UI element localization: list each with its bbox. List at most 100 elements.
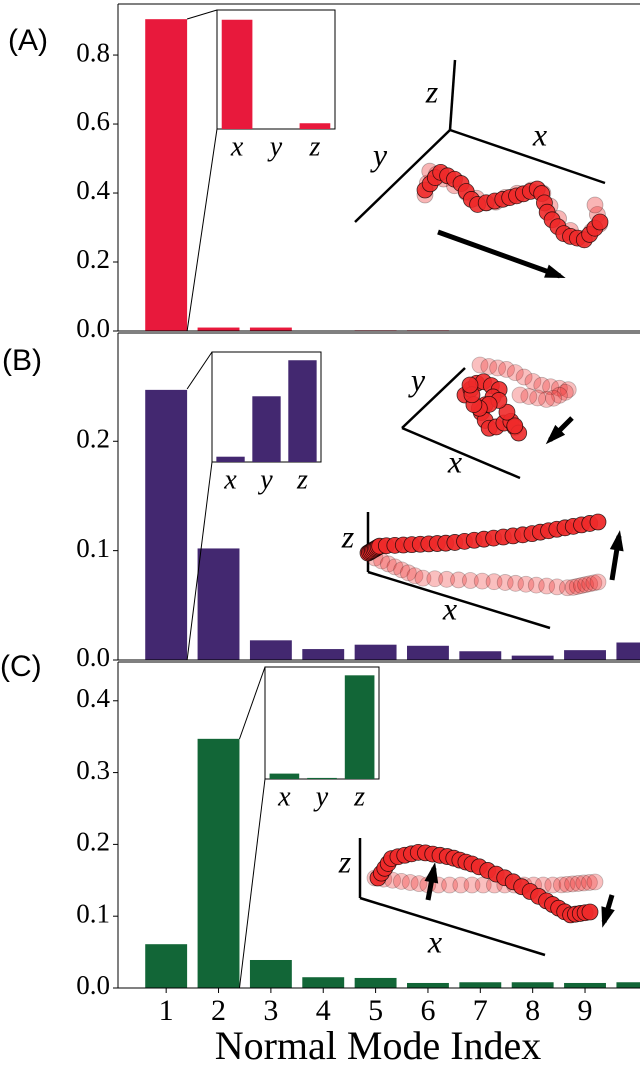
x-tick-label: 2: [211, 994, 226, 1027]
bead: [406, 567, 424, 585]
bead: [441, 876, 459, 894]
inset-bar: [299, 123, 331, 129]
bead: [393, 561, 411, 579]
bead: [485, 573, 503, 591]
bead: [498, 361, 515, 378]
bead: [551, 379, 568, 397]
y-tick-label: 0.1: [76, 533, 110, 563]
bead: [589, 573, 607, 591]
diagram-arrow: [601, 906, 615, 928]
inset-tick-label: y: [313, 781, 329, 812]
bar: [459, 651, 502, 660]
bead: [538, 577, 556, 595]
diagram-arrow: [609, 530, 624, 552]
x-tick-label: 5: [368, 994, 383, 1027]
bead: [564, 875, 581, 893]
bar: [197, 327, 240, 331]
bead: [558, 876, 576, 893]
inset-connector: [238, 666, 266, 740]
inset-tick-label: x: [223, 464, 237, 495]
x-tick-label: 8: [525, 994, 540, 1027]
panel-label: (B): [2, 344, 42, 377]
bead: [426, 570, 444, 588]
bead: [527, 576, 545, 594]
bead: [524, 373, 542, 390]
inset-bar: [269, 773, 300, 779]
inset-bar: [216, 456, 245, 462]
bar: [249, 327, 292, 331]
inset-tick-label: z: [353, 781, 365, 812]
bead: [559, 579, 576, 597]
diagram-label: x: [532, 116, 547, 152]
bead: [461, 572, 479, 589]
inset-connector: [238, 778, 266, 989]
x-tick-label: 1: [159, 994, 174, 1027]
y-tick-label: 0.4: [76, 683, 110, 713]
bead: [399, 564, 417, 582]
bead: [489, 359, 507, 377]
diagram-axis: [437, 229, 561, 279]
inset-tick-label: z: [308, 131, 320, 162]
y-tick-label: 0.6: [76, 106, 110, 136]
bead: [515, 368, 533, 386]
bead: [438, 570, 456, 588]
diagram-axis: [367, 570, 551, 630]
diagram-arrow: [545, 424, 566, 445]
y-tick-label: 0.8: [76, 37, 110, 67]
bead: [507, 574, 524, 592]
bar: [249, 640, 292, 660]
panel-label: (C): [0, 650, 42, 683]
bead: [463, 876, 481, 894]
bar: [145, 19, 188, 331]
diagram-label: x: [427, 923, 442, 959]
bead: [544, 876, 562, 894]
inset-connector: [186, 461, 213, 661]
diagram-axis: [354, 129, 451, 223]
diagram-axis: [401, 367, 466, 429]
diagram-label: x: [442, 590, 457, 626]
diagram-label: z: [341, 518, 355, 554]
bar: [564, 982, 606, 988]
x-tick-label: 7: [473, 994, 488, 1027]
bead: [520, 388, 538, 405]
bead: [461, 376, 479, 394]
diagram-arrow: [424, 862, 439, 884]
diagrams: z y x y x z x z x: [338, 59, 624, 959]
bead: [573, 577, 590, 594]
bead: [585, 574, 603, 592]
bar: [354, 644, 397, 660]
inset-tick-label: y: [257, 464, 273, 495]
inset-tick-label: x: [230, 131, 244, 162]
bead: [498, 403, 516, 421]
bead: [450, 571, 467, 589]
bar: [197, 738, 240, 988]
y-tick-label: 0.0: [76, 313, 110, 343]
bead: [473, 572, 491, 590]
bar: [354, 977, 397, 988]
y-tick-label: 0.0: [76, 642, 110, 672]
diagram-label: y: [370, 136, 388, 172]
bead: [392, 872, 410, 890]
inset-tick-label: y: [267, 131, 283, 162]
inset-bar: [307, 777, 337, 779]
bead: [586, 873, 604, 891]
x-tick-label: 6: [420, 994, 435, 1027]
y-tick-label: 0.0: [76, 970, 110, 1000]
bead: [548, 578, 566, 596]
y-tick-label: 0.3: [76, 755, 110, 785]
bead: [569, 875, 587, 892]
bead: [517, 575, 535, 593]
bead: [568, 578, 586, 595]
bead: [553, 876, 570, 894]
bar: [616, 982, 640, 988]
bead: [575, 874, 593, 892]
bar: [564, 650, 606, 660]
bead: [581, 874, 598, 891]
bead: [591, 213, 609, 231]
bead: [586, 196, 604, 214]
bar: [616, 642, 640, 660]
bar: [511, 655, 554, 660]
bead: [506, 417, 524, 435]
diagram-axis: [449, 128, 606, 185]
